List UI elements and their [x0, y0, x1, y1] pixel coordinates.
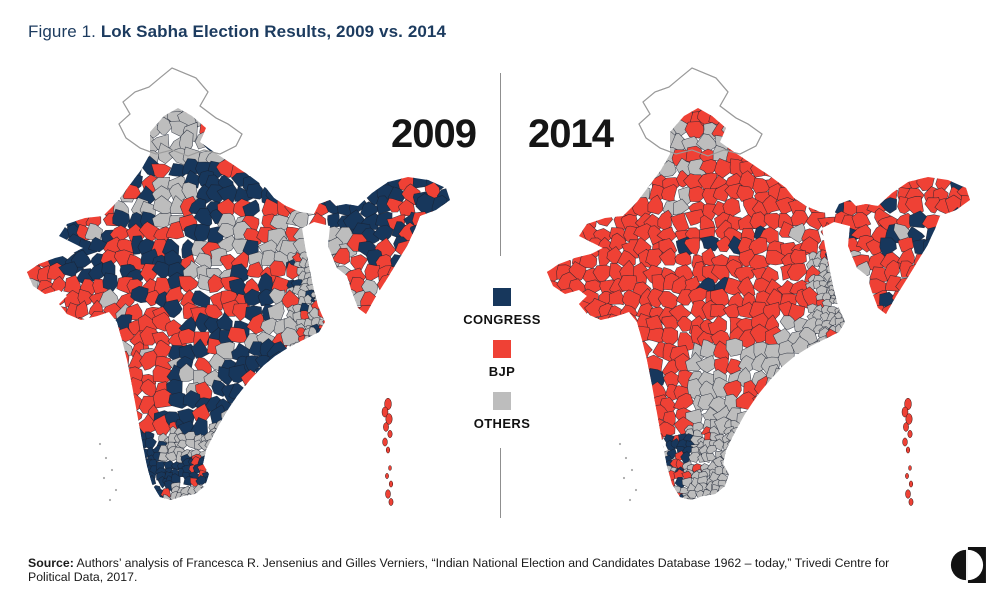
year-label-2014: 2014 — [528, 112, 614, 156]
andaman-nicobar-islands — [901, 397, 914, 506]
legend-swatch-congress — [493, 288, 511, 306]
figure-name: Lok Sabha Election Results, 2009 vs. 201… — [100, 22, 447, 41]
figure-title: Figure 1. Lok Sabha Election Results, 20… — [28, 22, 446, 42]
carnegie-logo — [950, 547, 986, 583]
disputed-boundary-line — [638, 67, 763, 157]
divider-line-top — [500, 73, 501, 256]
legend-swatch-others — [493, 392, 511, 410]
india-map-2014 — [547, 67, 970, 506]
legend-label-congress: CONGRESS — [463, 312, 541, 327]
divider-line-bottom — [500, 448, 501, 518]
logo-white-halfdisc — [967, 549, 984, 581]
figure-label: Figure 1. — [28, 22, 96, 41]
lakshadweep-islands — [618, 442, 638, 502]
source-text: Authors’ analysis of Francesca R. Jensen… — [28, 556, 890, 584]
legend: CONGRESS BJP OTHERS — [437, 288, 567, 444]
legend-swatch-bjp — [493, 340, 511, 358]
andaman-nicobar-islands — [381, 397, 394, 506]
year-label-2009: 2009 — [391, 112, 477, 156]
constituency-cells — [27, 108, 450, 500]
logo-black-halfdisc — [950, 549, 967, 581]
lakshadweep-islands — [98, 442, 118, 502]
source-label: Source: — [28, 556, 74, 570]
india-map-2009 — [27, 67, 450, 506]
source-note: Source: Authors’ analysis of Francesca R… — [28, 556, 933, 584]
constituency-cells — [547, 108, 970, 500]
legend-label-bjp: BJP — [488, 364, 516, 379]
disputed-boundary-line — [118, 67, 243, 157]
legend-label-others: OTHERS — [473, 416, 531, 431]
